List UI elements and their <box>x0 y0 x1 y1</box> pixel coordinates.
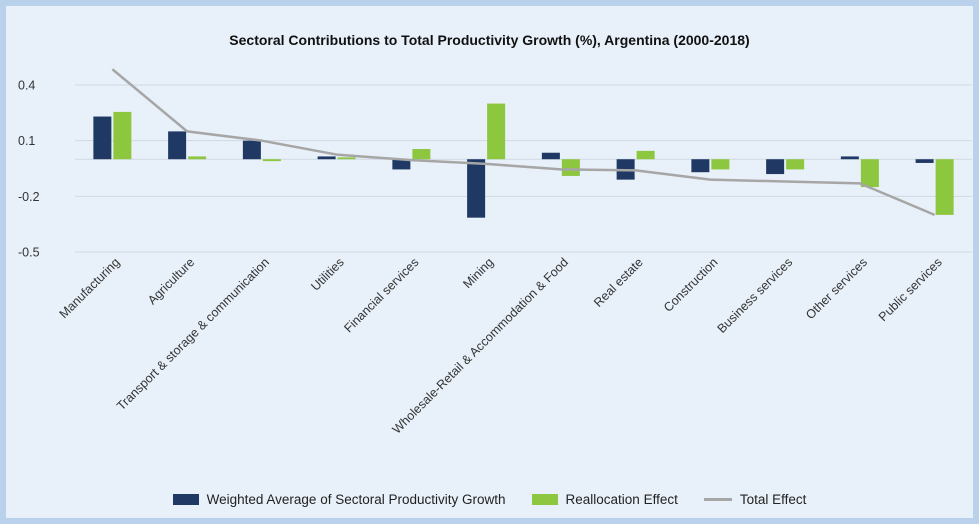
bar-reallocation <box>188 156 207 160</box>
bar-weighted-average <box>317 156 336 160</box>
x-category-label: Wholesale-Retail & Accommodation & Food <box>390 255 571 436</box>
x-category-label: Business services <box>715 255 796 336</box>
chart-title: Sectoral Contributions to Total Producti… <box>229 32 750 48</box>
chart-panel: Sectoral Contributions to Total Producti… <box>6 6 973 518</box>
bar-reallocation <box>636 150 655 160</box>
legend: Weighted Average of Sectoral Productivit… <box>6 492 973 507</box>
legend-item-reallocation: Reallocation Effect <box>531 492 678 507</box>
y-tick-label: -0.2 <box>18 190 40 204</box>
x-category-label: Construction <box>661 255 721 315</box>
x-category-label: Financial services <box>341 255 421 335</box>
x-category-label: Other services <box>803 255 870 322</box>
y-tick-label: -0.5 <box>18 246 40 260</box>
bar-weighted-average <box>840 156 859 160</box>
bar-weighted-average <box>93 116 112 160</box>
x-category-label: Manufacturing <box>57 255 123 321</box>
x-category-label: Real estate <box>591 255 646 310</box>
legend-swatch-green <box>531 494 558 505</box>
bar-weighted-average <box>541 152 560 160</box>
legend-label-total-effect: Total Effect <box>739 492 807 507</box>
bar-reallocation <box>935 159 954 215</box>
legend-item-weighted-average: Weighted Average of Sectoral Productivit… <box>172 492 506 507</box>
bar-weighted-average <box>691 159 710 173</box>
legend-swatch-navy <box>172 494 199 505</box>
bar-reallocation <box>337 157 356 160</box>
bar-reallocation <box>412 149 431 160</box>
legend-label-reallocation: Reallocation Effect <box>565 492 678 507</box>
x-category-label: Public services <box>876 255 945 324</box>
x-category-label: Mining <box>460 255 496 291</box>
legend-item-total-effect: Total Effect <box>703 492 807 507</box>
bar-reallocation <box>262 159 281 162</box>
bar-weighted-average <box>168 131 187 160</box>
legend-swatch-gray-line <box>703 498 732 501</box>
legend-label-weighted-average: Weighted Average of Sectoral Productivit… <box>206 492 506 507</box>
bar-reallocation <box>711 159 730 170</box>
y-tick-label: 0.1 <box>18 134 35 148</box>
x-category-label: Agriculture <box>145 255 197 307</box>
bar-reallocation <box>860 159 879 188</box>
bar-reallocation <box>561 159 580 176</box>
bar-weighted-average <box>242 140 261 160</box>
bar-weighted-average <box>766 159 785 175</box>
bar-reallocation <box>487 103 506 160</box>
bar-reallocation <box>113 111 132 160</box>
bar-weighted-average <box>915 159 934 163</box>
x-category-label: Transport & storage & communication <box>114 255 272 413</box>
chart-plot: 0.4 0.1 -0.2 -0.5 Manufacturing AgricultureTr… <box>18 68 972 437</box>
y-tick-label: 0.4 <box>18 79 35 93</box>
x-category-label: Utilities <box>308 255 346 293</box>
bar-weighted-average <box>467 159 486 218</box>
bar-weighted-average <box>392 159 411 170</box>
line-total-effect <box>111 68 936 217</box>
bar-reallocation <box>786 159 805 170</box>
